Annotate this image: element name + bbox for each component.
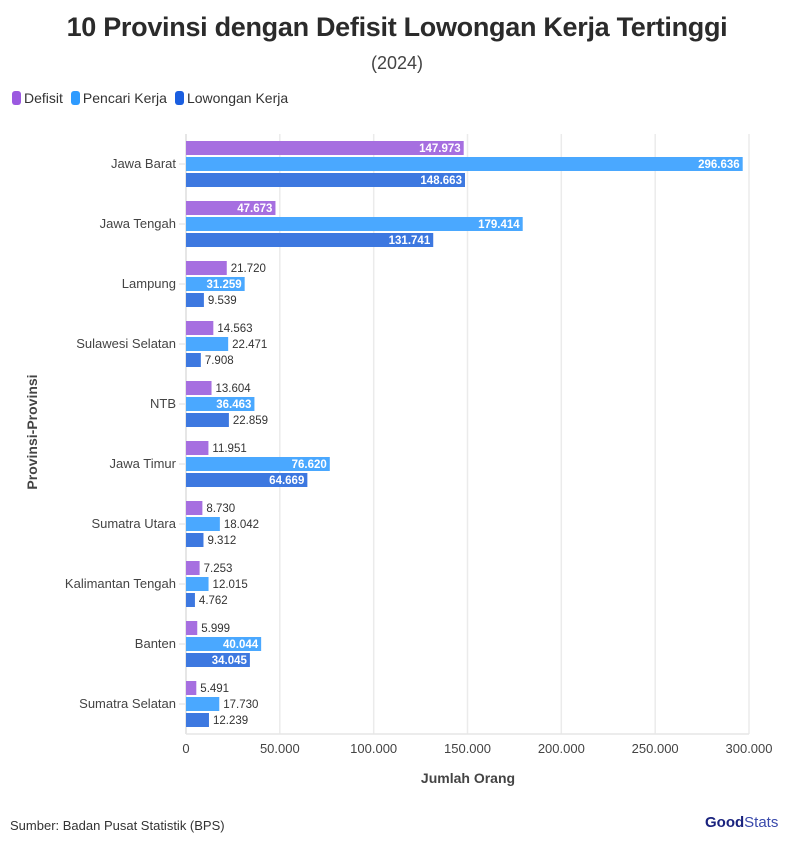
goodstats-logo: GoodStats <box>705 814 778 831</box>
data-label: 147.973 <box>419 143 461 155</box>
data-label: 76.620 <box>292 459 327 471</box>
bar-lowongan-kerja[interactable] <box>186 653 250 667</box>
data-label: 7.253 <box>204 563 233 575</box>
legend-swatch-pencari-kerja <box>70 91 80 105</box>
bar-defisit[interactable] <box>186 321 214 335</box>
logo-light: Stats <box>744 814 779 831</box>
y-tick-label: Lampung <box>122 276 176 291</box>
bar-lowongan-kerja[interactable] <box>186 593 195 607</box>
data-label: 131.741 <box>389 235 431 247</box>
bar-lowongan-kerja[interactable] <box>186 293 204 307</box>
chart-title: 10 Provinsi dengan Defisit Lowongan Kerj… <box>66 12 728 42</box>
bar-lowongan-kerja[interactable] <box>186 473 308 487</box>
y-tick-label: Jawa Tengah <box>100 216 176 231</box>
data-label: 22.471 <box>232 339 267 351</box>
x-tick-label: 300.000 <box>726 741 773 756</box>
bar-pencari-kerja[interactable] <box>186 397 255 411</box>
legend: Defisit Pencari Kerja Lowongan Kerja <box>12 90 288 106</box>
bar-lowongan-kerja[interactable] <box>186 713 209 727</box>
bar-lowongan-kerja[interactable] <box>186 413 229 427</box>
bar-lowongan-kerja[interactable] <box>186 173 465 187</box>
bar-pencari-kerja[interactable] <box>186 517 220 531</box>
data-label: 7.908 <box>205 355 234 367</box>
bar-lowongan-kerja[interactable] <box>186 233 434 247</box>
x-axis-title: Jumlah Orang <box>421 770 515 786</box>
legend-label: Pencari Kerja <box>82 90 167 106</box>
y-tick-label: Jawa Barat <box>111 156 176 171</box>
bar-lowongan-kerja[interactable] <box>186 353 201 367</box>
bar-defisit[interactable] <box>186 561 200 575</box>
bar-pencari-kerja[interactable] <box>186 277 245 291</box>
x-tick-label: 150.000 <box>444 741 491 756</box>
bar-pencari-kerja[interactable] <box>186 157 743 171</box>
legend-swatch-lowongan-kerja <box>174 91 184 105</box>
data-label: 47.673 <box>237 203 272 215</box>
bar-pencari-kerja[interactable] <box>186 337 229 351</box>
data-label: 9.312 <box>207 535 236 547</box>
y-tick-label: Banten <box>135 636 176 651</box>
x-tick-label: 50.000 <box>260 741 300 756</box>
bar-defisit[interactable] <box>186 201 276 215</box>
bar-defisit[interactable] <box>186 681 197 695</box>
data-label: 8.730 <box>206 503 235 515</box>
data-label: 21.720 <box>231 263 266 275</box>
legend-label: Defisit <box>24 90 63 106</box>
data-label: 296.636 <box>698 159 740 171</box>
data-label: 22.859 <box>233 415 268 427</box>
data-label: 12.015 <box>213 579 248 591</box>
bar-defisit[interactable] <box>186 621 198 635</box>
data-label: 12.239 <box>213 715 248 727</box>
data-label: 14.563 <box>217 323 252 335</box>
data-label: 13.604 <box>216 383 252 395</box>
legend-item-lowongan-kerja[interactable]: Lowongan Kerja <box>174 90 289 106</box>
source-note: Sumber: Badan Pusat Statistik (BPS) <box>10 818 225 833</box>
legend-item-defisit[interactable]: Defisit <box>12 90 63 106</box>
data-label: 4.762 <box>199 595 228 607</box>
data-label: 5.491 <box>200 683 229 695</box>
data-label: 179.414 <box>478 219 520 231</box>
y-tick-label: Sumatra Selatan <box>79 696 176 711</box>
y-tick-label: Sumatra Utara <box>91 516 176 531</box>
y-tick-label: Sulawesi Selatan <box>76 336 176 351</box>
x-tick-label: 250.000 <box>632 741 679 756</box>
legend-label: Lowongan Kerja <box>186 90 289 106</box>
bar-lowongan-kerja[interactable] <box>186 533 204 547</box>
legend-item-pencari-kerja[interactable]: Pencari Kerja <box>70 90 167 106</box>
data-label: 34.045 <box>212 655 248 667</box>
bar-defisit[interactable] <box>186 261 227 275</box>
data-label: 148.663 <box>420 175 462 187</box>
bar-defisit[interactable] <box>186 381 212 395</box>
bar-pencari-kerja[interactable] <box>186 217 523 231</box>
bar-pencari-kerja[interactable] <box>186 697 220 711</box>
x-tick-label: 200.000 <box>538 741 585 756</box>
y-tick-label: NTB <box>150 396 176 411</box>
data-label: 11.951 <box>212 443 246 455</box>
bar-defisit[interactable] <box>186 501 203 515</box>
x-tick-label: 100.000 <box>350 741 397 756</box>
logo-bold: Good <box>705 814 745 831</box>
data-label: 40.044 <box>223 639 259 651</box>
data-label: 64.669 <box>269 475 304 487</box>
y-tick-label: Kalimantan Tengah <box>65 576 176 591</box>
data-label: 31.259 <box>206 279 241 291</box>
data-label: 9.539 <box>208 295 237 307</box>
y-axis-title: Provinsi-Provinsi <box>24 374 40 489</box>
data-label: 18.042 <box>224 519 259 531</box>
x-tick-label: 0 <box>182 741 189 756</box>
data-label: 17.730 <box>223 699 258 711</box>
chart-subtitle: (2024) <box>370 53 424 73</box>
y-tick-label: Jawa Timur <box>110 456 177 471</box>
legend-swatch-defisit <box>12 91 21 105</box>
bar-pencari-kerja[interactable] <box>186 637 262 651</box>
bar-defisit[interactable] <box>186 441 209 455</box>
bar-pencari-kerja[interactable] <box>186 577 209 591</box>
bar-defisit[interactable] <box>186 141 464 155</box>
data-label: 5.999 <box>201 623 230 635</box>
bar-pencari-kerja[interactable] <box>186 457 330 471</box>
data-label: 36.463 <box>216 399 251 411</box>
